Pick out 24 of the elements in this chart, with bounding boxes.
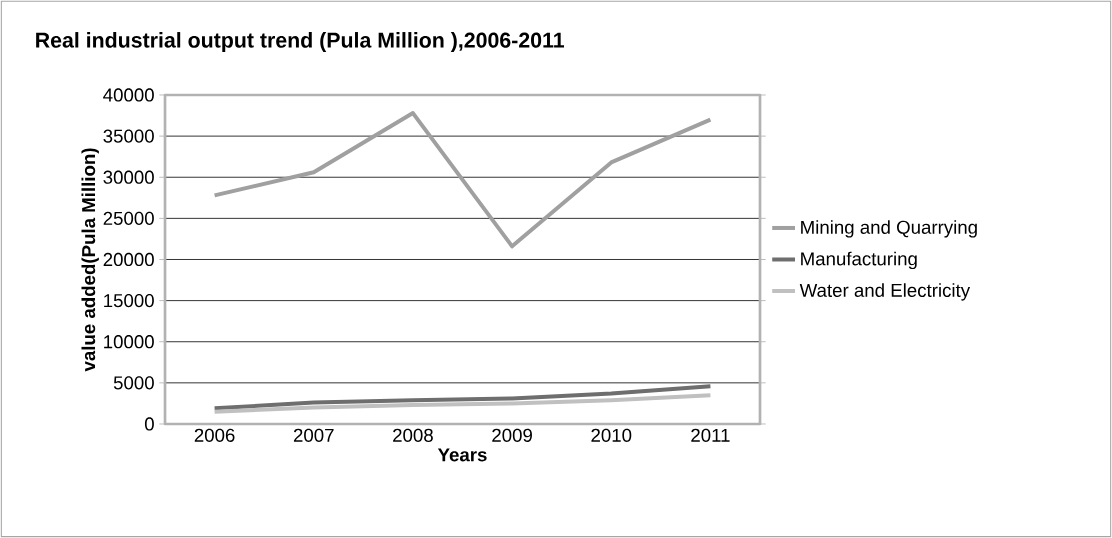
x-tick-label: 2008 (393, 428, 433, 442)
y-tick-label: 10000 (104, 335, 154, 349)
legend-label: Manufacturing (801, 251, 917, 270)
y-tick-label: 5000 (113, 376, 154, 390)
y-tick-label: 25000 (103, 211, 154, 225)
x-axis-title: Years (437, 448, 487, 462)
line-series (212, 111, 713, 249)
line-series (212, 384, 713, 411)
x-tick-label: 2010 (591, 428, 632, 442)
x-tick-label: 2009 (492, 428, 532, 442)
y-tick-label: 35000 (103, 129, 154, 143)
chart-title: Real industrial output trend (Pula Million ),2006-2011 (36, 32, 565, 52)
y-tick-label: 15000 (104, 293, 154, 308)
y-tick-label: 20000 (103, 252, 154, 267)
y-tick-label: 0 (144, 417, 154, 431)
x-tick-label: 2011 (691, 428, 730, 442)
line-series (212, 393, 713, 414)
legend-label: Mining and Quarrying (801, 220, 977, 238)
y-tick-label: 40000 (103, 88, 154, 102)
x-tick-label: 2007 (293, 428, 334, 442)
y-tick-label: 30000 (103, 170, 154, 184)
legend-label: Water and Electricity (799, 283, 971, 301)
y-axis-title: value added(Pula Million) (81, 148, 99, 372)
x-tick-label: 2006 (194, 428, 235, 442)
